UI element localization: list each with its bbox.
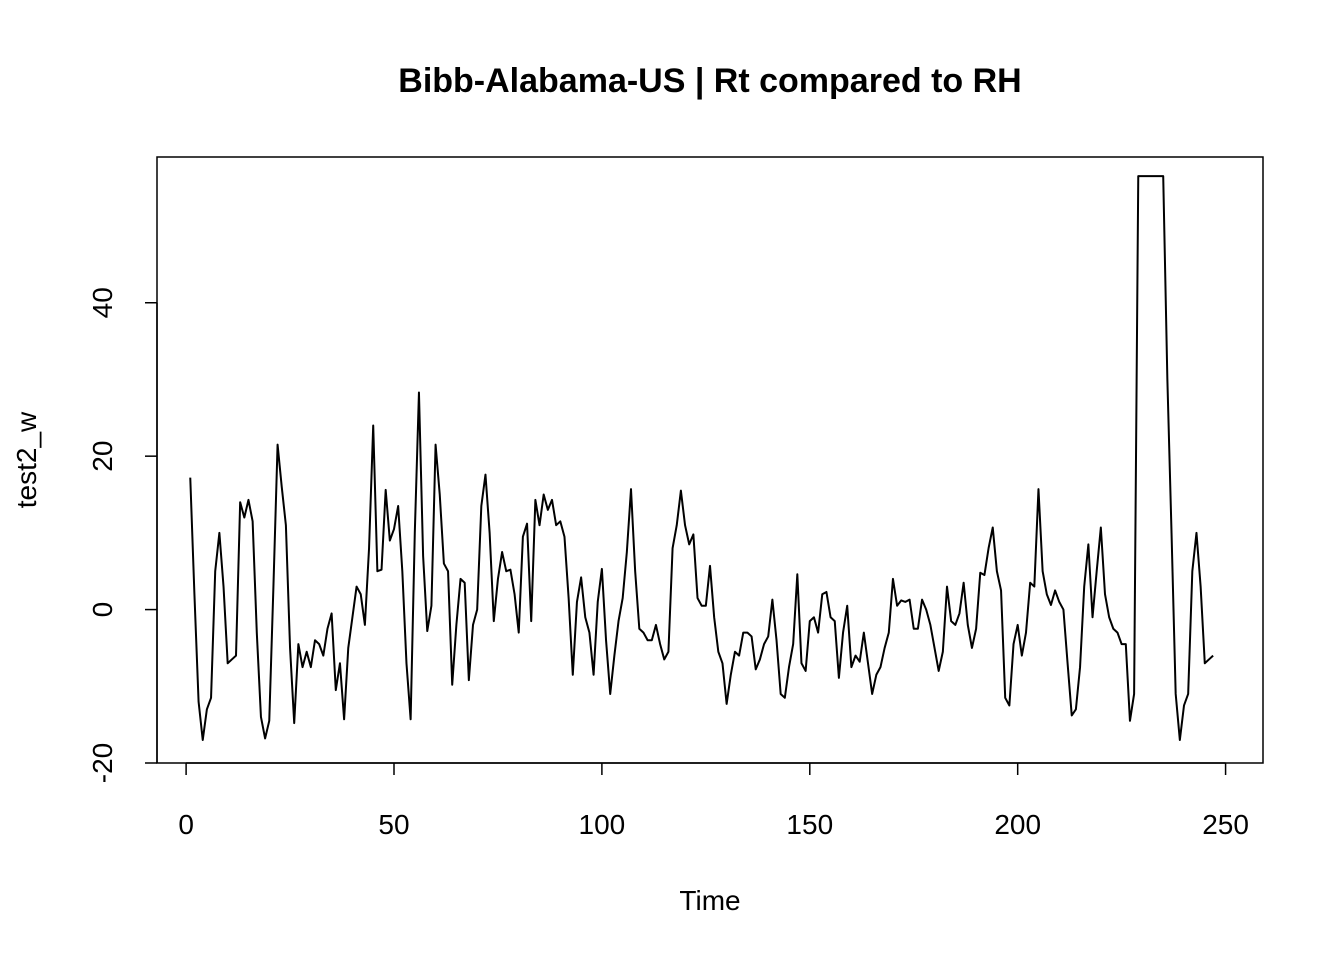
x-tick-label: 250: [1202, 809, 1249, 840]
x-tick-label: 150: [786, 809, 833, 840]
x-tick-label: 50: [378, 809, 409, 840]
y-axis-label: test2_w: [11, 411, 42, 508]
y-tick-label: -20: [87, 743, 118, 783]
chart-title: Bibb-Alabama-US | Rt compared to RH: [398, 62, 1021, 100]
y-tick-label: 0: [87, 602, 118, 618]
x-axis: 0 50 100 150 200 250: [178, 762, 1249, 840]
series-line-test2_w: [189, 175, 1214, 741]
y-axis: -20 0 20 40: [87, 287, 158, 783]
plot-frame: [156, 156, 1264, 764]
x-axis-label: Time: [679, 885, 740, 916]
x-tick-label: 100: [579, 809, 626, 840]
x-tick-label: 200: [994, 809, 1041, 840]
y-tick-label: 20: [87, 441, 118, 472]
y-tick-label: 40: [87, 287, 118, 318]
x-tick-label: 0: [178, 809, 194, 840]
